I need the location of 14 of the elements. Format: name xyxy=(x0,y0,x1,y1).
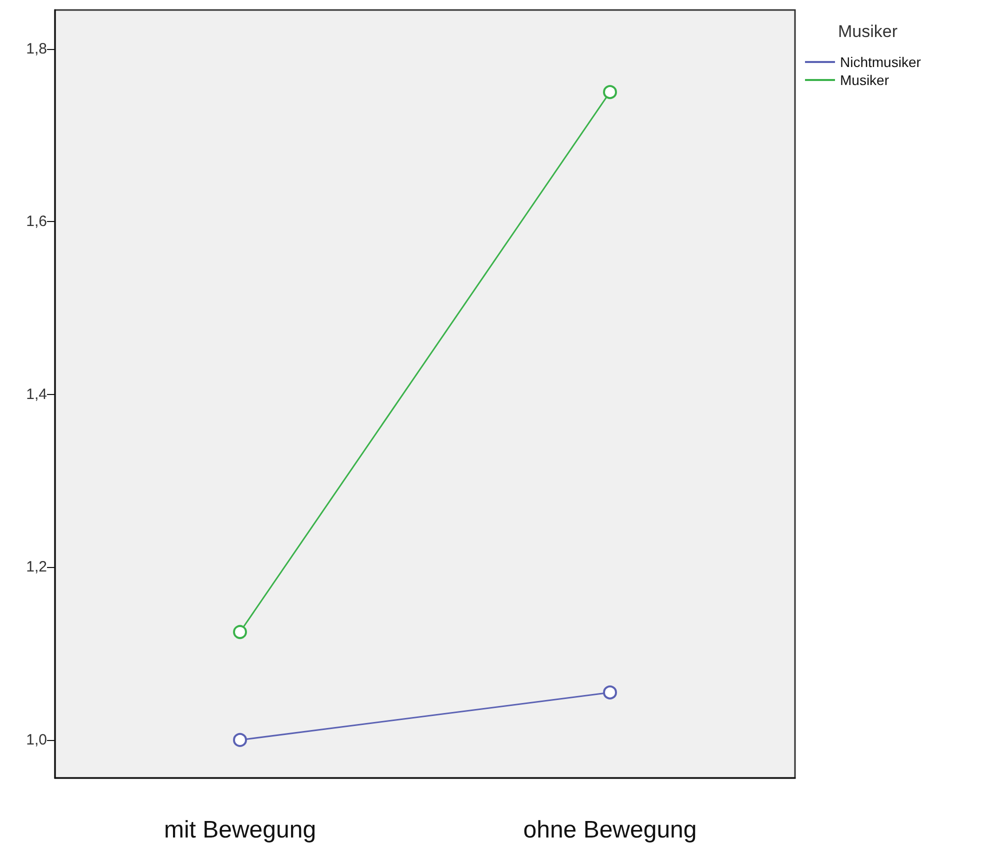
point xyxy=(603,685,617,700)
x-tick-label: mit Bewegung xyxy=(164,816,316,844)
legend-title: Musiker xyxy=(838,22,898,42)
point xyxy=(603,85,617,100)
y-tick-label: 1,6 xyxy=(26,213,47,230)
point xyxy=(233,732,247,747)
legend-label: Musiker xyxy=(840,72,890,88)
y-tick-label: 1,2 xyxy=(26,558,47,576)
x-tick-label: ohne Bewegung xyxy=(523,816,697,844)
y-tick-label: 1,0 xyxy=(26,731,47,748)
y-tick-label: 1,8 xyxy=(26,40,47,58)
y-tick-label: 1,4 xyxy=(26,386,47,403)
point xyxy=(233,625,247,639)
legend-label: Nichtmusiker xyxy=(840,54,922,70)
